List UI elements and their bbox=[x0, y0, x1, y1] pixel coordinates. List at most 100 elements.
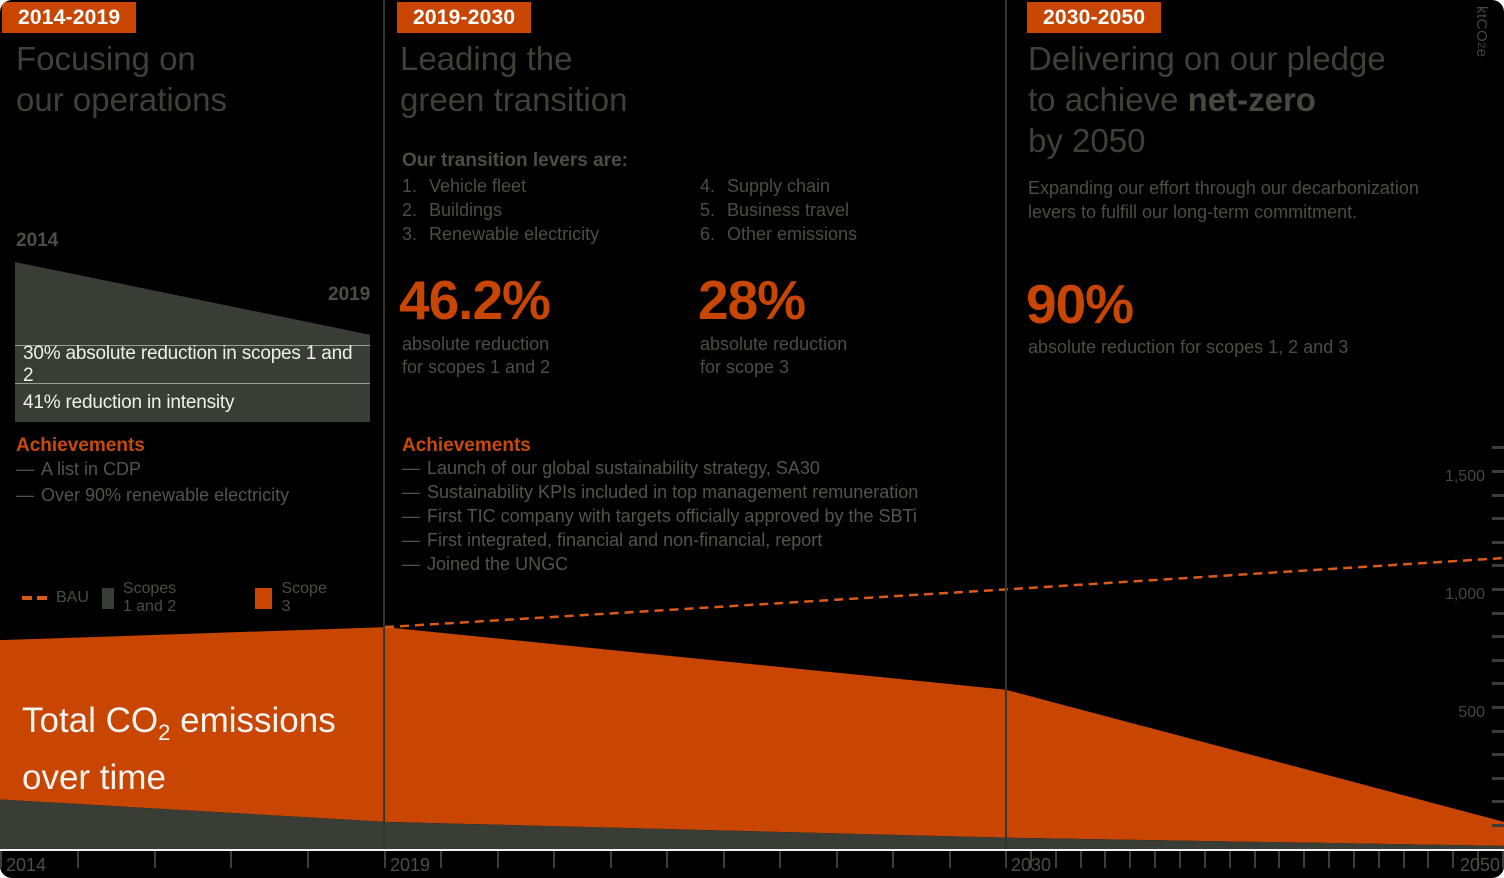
period-badge-2014-2019: 2014-2019 bbox=[2, 2, 137, 33]
y-axis-tick bbox=[1492, 705, 1504, 709]
timeline-tick bbox=[1079, 851, 1082, 868]
scopes-1-2-reduction-wedge: 30% absolute reduction in scopes 1 and 2… bbox=[15, 262, 370, 422]
y-unit-part: e bbox=[1473, 48, 1490, 58]
achievement-text: Joined the UNGC bbox=[427, 554, 569, 574]
stat-value-scope-3: 28% bbox=[698, 269, 806, 331]
lever-number: 1. bbox=[402, 176, 418, 196]
period-title-1-line1: Focusing on bbox=[16, 40, 196, 77]
timeline-tick bbox=[1054, 851, 1057, 868]
timeline-tick bbox=[1178, 851, 1181, 868]
achievement-dash: — bbox=[402, 506, 420, 526]
legend-item-bau: BAU bbox=[22, 586, 89, 610]
timeline-tick bbox=[1005, 851, 1007, 868]
timeline-tick bbox=[153, 851, 156, 868]
achievement-text: Over 90% renewable electricity bbox=[41, 485, 290, 505]
achievement-item: — A list in CDP bbox=[16, 456, 289, 482]
column-divider-2019 bbox=[383, 0, 385, 849]
timeline-tick bbox=[948, 851, 951, 868]
timeline-tick bbox=[76, 851, 79, 868]
stat-caption-line: absolute reduction bbox=[402, 334, 550, 354]
achievement-dash: — bbox=[402, 482, 420, 502]
achievement-text: Sustainability KPIs included in top mana… bbox=[427, 482, 919, 502]
period-title-1: Focusing on our operations bbox=[16, 38, 227, 120]
levers-list-right: 4. Supply chain 5. Business travel 6. Other e… bbox=[700, 174, 857, 246]
period-title-3: Delivering on our pledge to achieve net-… bbox=[1028, 38, 1386, 161]
total-emissions-label: Total CO2 emissions over time bbox=[22, 698, 336, 800]
lever-label: Vehicle fleet bbox=[429, 176, 527, 196]
achievement-dash: — bbox=[16, 459, 34, 479]
achievement-item: — Sustainability KPIs included in top man… bbox=[402, 480, 918, 504]
y-unit-subscript: 2 bbox=[1475, 42, 1487, 49]
timeline-tick bbox=[1477, 851, 1480, 868]
timeline-tick bbox=[835, 851, 838, 868]
achievement-text: A list in CDP bbox=[41, 459, 142, 479]
y-axis-tick bbox=[1492, 823, 1504, 827]
net-zero-emphasis: net-zero bbox=[1187, 81, 1316, 118]
stat-value-net-zero: 90% bbox=[1026, 273, 1134, 335]
achievements-list-1: — A list in CDP — Over 90% renewable electr… bbox=[16, 456, 289, 508]
timeline-year-label: 2050 bbox=[1459, 855, 1500, 875]
period-title-2: Leading the green transition bbox=[400, 38, 627, 120]
lever-label: Other emissions bbox=[727, 224, 858, 244]
y-axis-tick bbox=[1492, 493, 1504, 497]
bau-dash-icon bbox=[22, 596, 47, 600]
lever-label: Supply chain bbox=[727, 176, 831, 196]
achievement-dash: — bbox=[402, 530, 420, 550]
period-badge-2030-2050: 2030-2050 bbox=[1027, 2, 1162, 33]
timeline-tick bbox=[1253, 851, 1256, 868]
co2-subscript: 2 bbox=[158, 720, 171, 745]
timeline-year-label: 2019 bbox=[390, 855, 431, 875]
achievement-item: — Joined the UNGC bbox=[402, 552, 918, 576]
achievement-item: — First TIC company with targets official… bbox=[402, 504, 918, 528]
lever-item: 1. Vehicle fleet bbox=[402, 174, 599, 198]
lever-label: Buildings bbox=[429, 200, 503, 220]
y-axis-tick bbox=[1492, 753, 1504, 757]
total-label-part: Total CO bbox=[22, 701, 159, 740]
achievement-text: First TIC company with targets officiall… bbox=[427, 506, 917, 526]
reduction-stat-row-1: 30% absolute reduction in scopes 1 and 2 bbox=[23, 342, 353, 386]
period-title-1-line2: our operations bbox=[16, 81, 227, 118]
achievement-item: — Launch of our global sustainability str… bbox=[402, 456, 918, 480]
timeline-year-label: 2014 bbox=[6, 855, 47, 875]
lever-item: 4. Supply chain bbox=[700, 174, 857, 198]
timeline-tick bbox=[307, 851, 310, 868]
period-title-2-line2: green transition bbox=[400, 81, 628, 118]
achievement-text: First integrated, financial and non-fina… bbox=[427, 530, 823, 550]
subtitle-line: levers to fulfill our long-term commitme… bbox=[1028, 202, 1358, 222]
y-axis-tick bbox=[1492, 635, 1504, 639]
timeline-tick bbox=[1352, 851, 1355, 868]
timeline-tick bbox=[1452, 851, 1455, 868]
achievement-dash: — bbox=[16, 485, 34, 505]
timeline-tick bbox=[496, 851, 499, 868]
lever-item: 3. Renewable electricity bbox=[402, 222, 599, 246]
timeline-tick bbox=[0, 851, 2, 868]
wedge-year-start-label: 2014 bbox=[16, 230, 59, 251]
timeline-tick bbox=[440, 851, 443, 868]
timeline-tick bbox=[666, 851, 669, 868]
y-axis-tick bbox=[1492, 776, 1504, 780]
scope-3-area bbox=[0, 627, 1504, 846]
lever-label: Business travel bbox=[727, 200, 850, 220]
column-divider-2030 bbox=[1005, 0, 1007, 849]
y-axis-tick bbox=[1492, 729, 1504, 733]
lever-item: 6. Other emissions bbox=[700, 222, 857, 246]
y-axis-unit-label: ktCO2e bbox=[1473, 6, 1490, 58]
y-axis-tick bbox=[1492, 800, 1504, 804]
y-axis-tick bbox=[1492, 517, 1504, 521]
y-axis-tick bbox=[1492, 540, 1504, 544]
timeline-tick bbox=[1402, 851, 1405, 868]
y-axis-tick bbox=[1492, 564, 1504, 568]
lever-number: 5. bbox=[700, 200, 716, 220]
timeline-tick bbox=[230, 851, 233, 868]
stat-value-scopes-1-2: 46.2% bbox=[399, 269, 551, 331]
achievement-dash: — bbox=[402, 554, 420, 574]
legend-item-scope-3: Scope 3 bbox=[255, 580, 330, 615]
legend-label: Scope 3 bbox=[281, 580, 327, 615]
levers-title: Our transition levers are: bbox=[402, 150, 628, 171]
timeline-tick bbox=[1129, 851, 1132, 868]
period-3-subtitle: Expanding our effort through our decarbo… bbox=[1028, 176, 1419, 224]
timeline-tick bbox=[1502, 851, 1504, 868]
y-axis-tick bbox=[1492, 469, 1504, 473]
stat-caption-line: for scope 3 bbox=[700, 357, 790, 377]
